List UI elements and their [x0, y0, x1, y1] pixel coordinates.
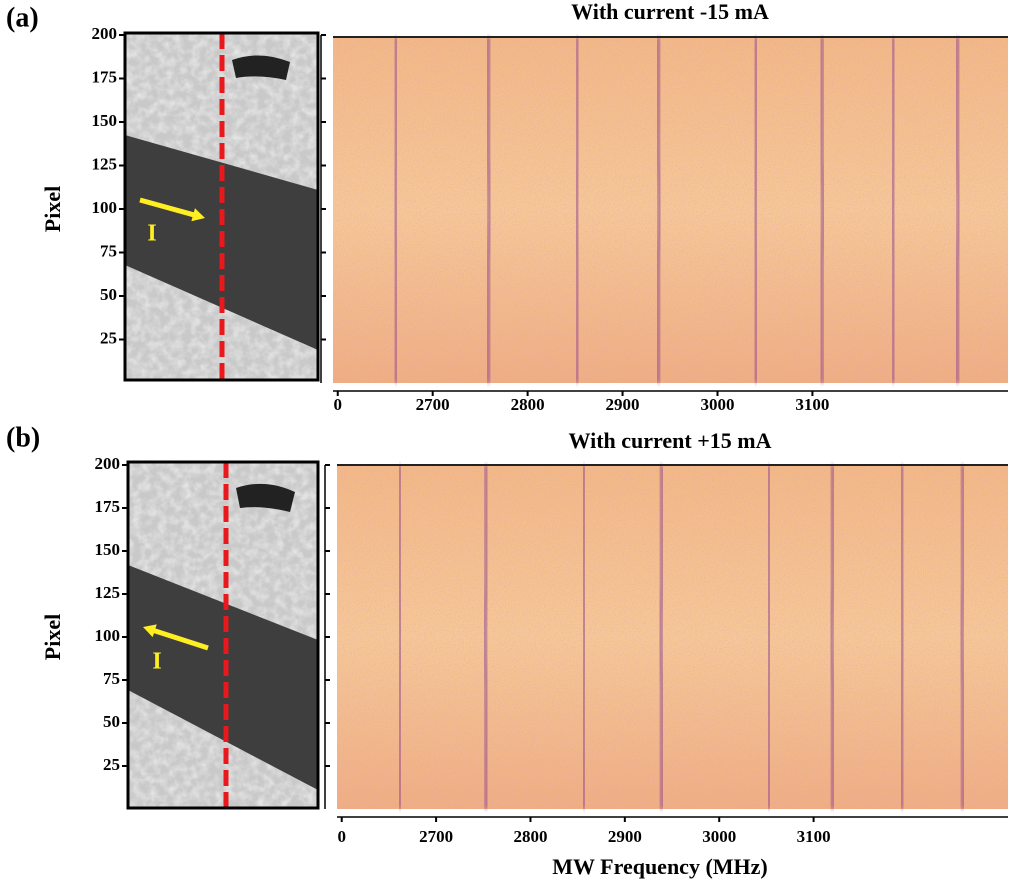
resonance-line [889, 37, 898, 383]
resonance-line [817, 37, 827, 383]
resonance-line [751, 37, 760, 383]
y-tick-label: 125 [95, 583, 121, 602]
current-label: I [147, 221, 156, 247]
resonance-line [395, 465, 405, 809]
x-tick-label: 0 [333, 395, 342, 414]
x-axis-label: MW Frequency (MHz) [552, 854, 767, 879]
y-tick-label: 175 [92, 67, 118, 86]
micrograph-spot [236, 483, 295, 512]
y-tick-label: 100 [92, 198, 118, 217]
resonance-line [654, 37, 664, 383]
resonance-line [827, 465, 837, 809]
panel-label: (b) [6, 422, 40, 453]
current-arrow [139, 197, 197, 218]
micrograph-frame [126, 460, 320, 810]
resonance-line [391, 37, 401, 383]
y-tick-label: 200 [95, 454, 121, 473]
y-tick-label: 50 [100, 285, 117, 304]
y-tick-label: 100 [95, 626, 121, 645]
x-tick-label: 2800 [511, 395, 545, 414]
x-tick-label: 2700 [419, 827, 453, 846]
resonance-line [953, 37, 963, 383]
x-tick-label: 0 [337, 827, 346, 846]
y-axis-label: Pixel [40, 614, 65, 660]
resonance-line [957, 465, 968, 809]
y-tick-label: 125 [92, 154, 118, 173]
heatmap-noise [337, 465, 1008, 809]
current-arrow-head [191, 208, 205, 222]
y-tick-label: 75 [100, 241, 117, 260]
resonance-line [579, 465, 589, 809]
heatmap-noise [333, 37, 1008, 383]
resonance-line [764, 465, 774, 809]
resonance-line [656, 465, 667, 809]
y-tick-label: 50 [103, 712, 120, 731]
y-tick-label: 75 [103, 669, 120, 688]
x-tick-label: 2700 [416, 395, 450, 414]
panel-label: (a) [6, 2, 39, 33]
micrograph-channel [128, 565, 318, 790]
y-tick-label: 150 [95, 540, 121, 559]
y-tick-label: 200 [92, 24, 118, 43]
x-tick-label: 2900 [608, 827, 642, 846]
y-axis-label: Pixel [40, 186, 65, 232]
current-label: I [152, 649, 161, 675]
resonance-line [897, 465, 907, 809]
micrograph-frame [123, 31, 320, 382]
panel-title: With current +15 mA [569, 428, 772, 453]
x-tick-label: 3000 [702, 827, 736, 846]
x-tick-label: 3100 [797, 827, 831, 846]
resonance-line [572, 37, 582, 383]
x-tick-label: 3100 [795, 395, 829, 414]
resonance-line [484, 37, 494, 383]
y-tick-label: 150 [92, 111, 118, 130]
x-tick-label: 2900 [606, 395, 640, 414]
resonance-line [481, 465, 491, 809]
micrograph-spot [232, 55, 290, 80]
x-tick-label: 2800 [513, 827, 547, 846]
x-tick-label: 3000 [700, 395, 734, 414]
y-tick-label: 25 [103, 755, 120, 774]
y-tick-label: 25 [100, 328, 117, 347]
current-arrow-head [143, 624, 157, 638]
current-arrow [151, 627, 209, 651]
y-tick-label: 175 [95, 497, 121, 516]
panel-title: With current -15 mA [571, 0, 769, 24]
